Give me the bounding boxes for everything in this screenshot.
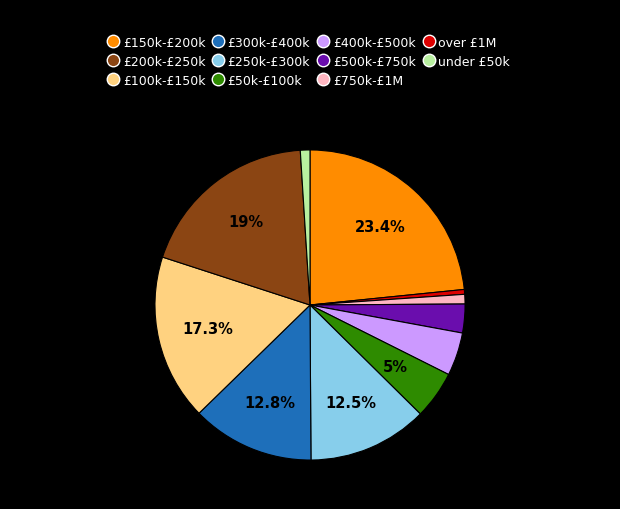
Wedge shape bbox=[199, 305, 311, 460]
Text: 12.5%: 12.5% bbox=[326, 395, 376, 410]
Wedge shape bbox=[310, 305, 463, 375]
Wedge shape bbox=[310, 295, 465, 305]
Wedge shape bbox=[310, 305, 420, 460]
Text: 23.4%: 23.4% bbox=[355, 220, 406, 235]
Text: 17.3%: 17.3% bbox=[182, 322, 232, 337]
Wedge shape bbox=[310, 290, 464, 305]
Text: 5%: 5% bbox=[383, 359, 408, 374]
Wedge shape bbox=[300, 151, 310, 305]
Text: 19%: 19% bbox=[228, 215, 263, 230]
Legend: £150k-£200k, £200k-£250k, £100k-£150k, £300k-£400k, £250k-£300k, £50k-£100k, £40: £150k-£200k, £200k-£250k, £100k-£150k, £… bbox=[107, 33, 513, 92]
Wedge shape bbox=[310, 151, 464, 305]
Wedge shape bbox=[310, 304, 465, 333]
Wedge shape bbox=[310, 305, 449, 414]
Wedge shape bbox=[155, 258, 310, 413]
Wedge shape bbox=[162, 151, 310, 305]
Text: 12.8%: 12.8% bbox=[244, 395, 295, 410]
